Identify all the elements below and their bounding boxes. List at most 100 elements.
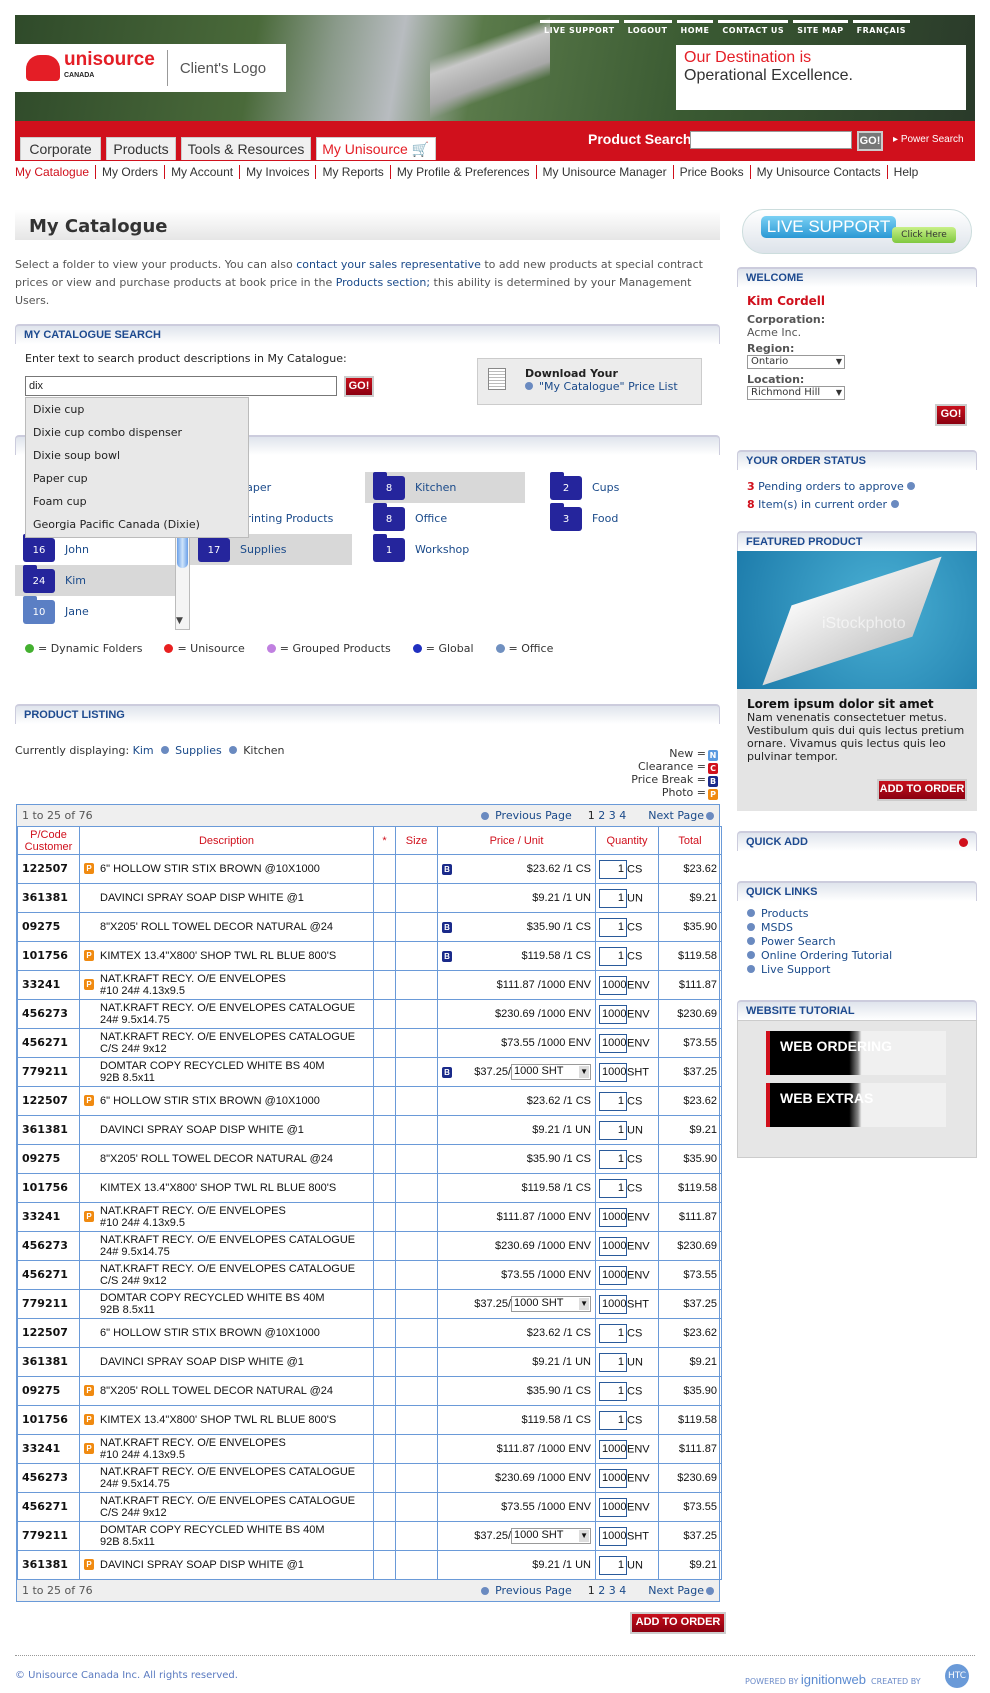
quantity-input[interactable]: 1000 [599, 1265, 627, 1285]
page-2-link[interactable]: 2 [598, 1584, 606, 1597]
tab-tools-resources[interactable]: Tools & Resources [181, 137, 311, 160]
product-description[interactable]: DOMTAR COPY RECYCLED WHITE BS 40M 92B 8.… [100, 1060, 325, 1084]
product-description[interactable]: NAT.KRAFT RECY. O/E ENVELOPES #10 24# 4.… [100, 1437, 286, 1461]
product-description[interactable]: DOMTAR COPY RECYCLED WHITE BS 40M 92B 8.… [100, 1292, 325, 1316]
product-code[interactable]: 361381 [17, 1347, 80, 1377]
top-link-site-map[interactable]: SITE MAP [793, 20, 848, 35]
folder-jane[interactable]: 10 Jane [15, 595, 175, 627]
page-3-link[interactable]: 3 [608, 809, 616, 822]
product-code[interactable]: 779211 [17, 1289, 80, 1319]
price-break-badge-icon[interactable]: B [442, 1067, 452, 1078]
product-code[interactable]: 456273 [17, 1463, 80, 1493]
product-description[interactable]: DAVINCI SPRAY SOAP DISP WHITE @1 [100, 1559, 304, 1571]
location-select[interactable]: Richmond Hill [747, 386, 845, 400]
product-description[interactable]: KIMTEX 13.4"X800' SHOP TWL RL BLUE 800'S [100, 950, 337, 962]
product-description[interactable]: DAVINCI SPRAY SOAP DISP WHITE @1 [100, 1124, 304, 1136]
quantity-input[interactable]: 1 [599, 1120, 627, 1140]
col-pcode[interactable]: P/Code Customer [17, 826, 80, 855]
unit-select[interactable]: 1000 SHT [511, 1064, 591, 1080]
product-description[interactable]: NAT.KRAFT RECY. O/E ENVELOPES #10 24# 4.… [100, 973, 286, 997]
current-order-link[interactable]: 8 Item(s) in current order [747, 496, 967, 514]
next-page-link[interactable]: Next Page [648, 1584, 704, 1597]
product-code[interactable]: 09275 [17, 1376, 80, 1406]
top-link-contact-us[interactable]: CONTACT US [718, 20, 789, 35]
product-code[interactable]: 33241 [17, 1202, 80, 1232]
product-description[interactable]: NAT.KRAFT RECY. O/E ENVELOPES CATALOGUE … [100, 1031, 356, 1055]
product-description[interactable]: 6" HOLLOW STIR STIX BROWN @10X1000 [100, 1095, 320, 1107]
quantity-input[interactable]: 1 [599, 1323, 627, 1343]
quantity-input[interactable]: 1 [599, 1555, 627, 1575]
quick-link-products[interactable]: Products [747, 907, 967, 921]
page-4-link[interactable]: 4 [619, 1584, 627, 1597]
next-page-link[interactable]: Next Page [648, 809, 704, 822]
quantity-input[interactable]: 1000 [599, 1468, 627, 1488]
expand-arrow-icon[interactable] [959, 838, 968, 847]
product-code[interactable]: 09275 [17, 1144, 80, 1174]
product-search-go-button[interactable]: GO! [857, 131, 883, 151]
suggestion-item[interactable]: Dixie cup [33, 403, 85, 416]
pending-orders-link[interactable]: 3 Pending orders to approve [747, 478, 967, 496]
subnav-my-orders[interactable]: My Orders [95, 165, 164, 179]
web-ordering-tutorial[interactable]: WEB ORDERING [766, 1031, 946, 1075]
subnav-my-unisource-contacts[interactable]: My Unisource Contacts [749, 165, 887, 179]
quantity-input[interactable]: 1 [599, 888, 627, 908]
product-code[interactable]: 101756 [17, 941, 80, 971]
product-description[interactable]: KIMTEX 13.4"X800' SHOP TWL RL BLUE 800'S [100, 1182, 337, 1194]
top-link-logout[interactable]: LOGOUT [623, 20, 672, 35]
top-link-live-support[interactable]: LIVE SUPPORT [540, 20, 619, 35]
breadcrumb-kim[interactable]: Kim [132, 744, 154, 757]
quantity-input[interactable]: 1000 [599, 1062, 627, 1082]
product-description[interactable]: 8"X205' ROLL TOWEL DECOR NATURAL @24 [100, 921, 333, 933]
top-link-francais[interactable]: FRANÇAIS [852, 20, 910, 35]
quantity-input[interactable]: 1000 [599, 1526, 627, 1546]
suggestion-item[interactable]: Georgia Pacific Canada (Dixie) [33, 518, 200, 531]
web-extras-tutorial[interactable]: WEB EXTRAS [766, 1083, 946, 1127]
unit-select[interactable]: 1000 SHT [511, 1528, 591, 1544]
quantity-input[interactable]: 1000 [599, 1439, 627, 1459]
quick-add-heading[interactable]: QUICK ADD [737, 831, 977, 851]
quick-link-live-support[interactable]: Live Support [747, 963, 967, 977]
product-description[interactable]: NAT.KRAFT RECY. O/E ENVELOPES CATALOGUE … [100, 1002, 356, 1026]
quantity-input[interactable]: 1 [599, 1091, 627, 1111]
products-section-link[interactable]: Products section; [335, 276, 431, 289]
folder-office[interactable]: 8 Office [365, 502, 525, 534]
product-code[interactable]: 456271 [17, 1260, 80, 1290]
quantity-input[interactable]: 1 [599, 1410, 627, 1430]
live-support-click-here[interactable]: Click Here [892, 227, 956, 243]
price-break-badge-icon[interactable]: B [442, 864, 452, 875]
photo-badge-icon[interactable]: P [84, 1385, 94, 1396]
product-description[interactable]: 8"X205' ROLL TOWEL DECOR NATURAL @24 [100, 1385, 333, 1397]
previous-page-link[interactable]: Previous Page [495, 1584, 572, 1597]
product-description[interactable]: NAT.KRAFT RECY. O/E ENVELOPES #10 24# 4.… [100, 1205, 286, 1229]
quantity-input[interactable]: 1 [599, 946, 627, 966]
product-description[interactable]: KIMTEX 13.4"X800' SHOP TWL RL BLUE 800'S [100, 1414, 337, 1426]
suggestion-item[interactable]: Foam cup [33, 495, 87, 508]
folder-food[interactable]: 3 Food [542, 502, 682, 534]
download-price-list-box[interactable]: Download Your "My Catalogue" Price List [477, 358, 702, 405]
product-code[interactable]: 09275 [17, 912, 80, 942]
subnav-price-books[interactable]: Price Books [672, 165, 750, 179]
product-code[interactable]: 33241 [17, 1434, 80, 1464]
product-description[interactable]: NAT.KRAFT RECY. O/E ENVELOPES CATALOGUE … [100, 1263, 356, 1287]
quantity-input[interactable]: 1 [599, 917, 627, 937]
subnav-help[interactable]: Help [886, 165, 925, 179]
subnav-my-invoices[interactable]: My Invoices [239, 165, 315, 179]
top-link-home[interactable]: HOME [676, 20, 714, 35]
powered-by[interactable]: POWERED BY ignitionweb CREATED BY [745, 1672, 921, 1687]
catalogue-search-input[interactable] [25, 376, 337, 396]
product-search-input[interactable] [690, 131, 852, 149]
photo-badge-icon[interactable]: P [84, 863, 94, 874]
folder-john[interactable]: 16 John [15, 533, 175, 565]
product-code[interactable]: 122507 [17, 1086, 80, 1116]
product-description[interactable]: 6" HOLLOW STIR STIX BROWN @10X1000 [100, 863, 320, 875]
product-code[interactable]: 456271 [17, 1492, 80, 1522]
product-code[interactable]: 361381 [17, 883, 80, 913]
product-description[interactable]: 8"X205' ROLL TOWEL DECOR NATURAL @24 [100, 1153, 333, 1165]
product-code[interactable]: 779211 [17, 1521, 80, 1551]
quantity-input[interactable]: 1000 [599, 975, 627, 995]
location-go-button[interactable]: GO! [935, 404, 967, 426]
subnav-my-unisource-manager[interactable]: My Unisource Manager [535, 165, 673, 179]
product-code[interactable]: 122507 [17, 854, 80, 884]
suggestion-item[interactable]: Dixie cup combo dispenser [33, 426, 183, 439]
product-description[interactable]: DAVINCI SPRAY SOAP DISP WHITE @1 [100, 1356, 304, 1368]
